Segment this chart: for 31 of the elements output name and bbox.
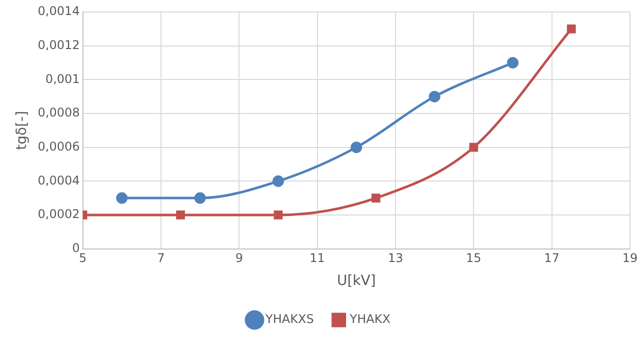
point — [272, 175, 284, 187]
y-tick-label: 0,0012 — [38, 38, 80, 52]
y-axis-title: tgδ[-] — [14, 110, 30, 150]
point — [274, 210, 283, 220]
x-tick-label: 11 — [310, 251, 325, 266]
x-axis-title: U[kV] — [336, 273, 376, 290]
x-tick-label: 9 — [235, 251, 243, 266]
point — [116, 192, 128, 204]
point — [372, 194, 380, 202]
x-tick-label: 17 — [544, 251, 560, 266]
point — [176, 210, 185, 220]
y-tick-label: 0,001 — [45, 72, 80, 86]
y-tick-label: 0,0004 — [38, 173, 80, 188]
x-tick-label: 5 — [78, 251, 87, 266]
point — [350, 142, 362, 154]
x-tick-label: 19 — [622, 251, 638, 266]
x-tick-label: 15 — [466, 251, 482, 266]
point — [566, 24, 576, 34]
legend-label: YHAKX — [348, 312, 390, 326]
legend-label: YHAKXS — [264, 312, 314, 326]
y-tick-label: 0 — [72, 240, 80, 255]
x-tick-label: 13 — [388, 251, 404, 266]
point — [469, 142, 478, 152]
y-tick-label: 0,0006 — [38, 139, 80, 154]
x-tick-label: 7 — [157, 251, 165, 266]
point — [428, 90, 440, 102]
y-tick-label: 0,0014 — [38, 4, 80, 18]
point — [194, 192, 206, 204]
point — [506, 56, 518, 68]
y-tick-label: 0,0002 — [38, 207, 80, 222]
y-tick-label: 0,0008 — [38, 106, 80, 120]
